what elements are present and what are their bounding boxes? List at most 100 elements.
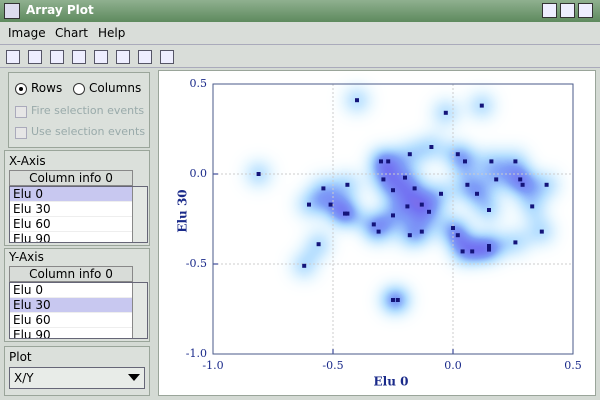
radio-label: Rows	[31, 81, 63, 95]
list-item[interactable]: Elu 30	[10, 298, 147, 313]
plot-frame	[212, 83, 574, 355]
list-item[interactable]: Elu 60	[10, 313, 147, 328]
point	[487, 208, 491, 212]
point	[316, 242, 321, 247]
radio-label: Columns	[89, 81, 142, 95]
list-item[interactable]: Elu 60	[10, 217, 147, 232]
point	[479, 103, 484, 108]
point	[544, 182, 549, 187]
point	[256, 172, 261, 176]
point	[451, 226, 455, 230]
scrollbar[interactable]	[132, 283, 147, 338]
point	[395, 298, 400, 302]
point	[513, 159, 518, 164]
point	[419, 229, 424, 234]
list-header: Column info 0	[9, 266, 133, 282]
tool-button[interactable]	[138, 50, 152, 64]
options-panel: Rows Columns Fire selection events Use s…	[8, 72, 150, 148]
list: Elu 0 Elu 30 Elu 60 Elu 90	[9, 282, 148, 339]
point	[302, 263, 307, 268]
point	[455, 152, 460, 157]
tool-button[interactable]	[72, 50, 86, 64]
point	[355, 98, 359, 103]
point	[343, 211, 347, 216]
point	[487, 247, 491, 252]
point	[460, 249, 465, 254]
point	[429, 145, 434, 149]
combo-value: X/Y	[14, 371, 34, 385]
radio-columns[interactable]	[73, 83, 85, 95]
y-tick-label: -0.5	[186, 257, 207, 270]
list-item[interactable]: Elu 90	[10, 232, 147, 242]
chart: Elu 0 Elu 30 -1.0 -0.5 0.0 0.5 -1.0 -0.5 0.0 0.…	[158, 70, 596, 396]
maximize-button[interactable]	[560, 3, 575, 18]
y-tick-label: -1.0	[186, 347, 207, 360]
point	[470, 249, 475, 254]
point	[376, 229, 381, 234]
point	[381, 177, 386, 182]
y-tick-label: 0.5	[190, 77, 208, 90]
list-item[interactable]: Elu 0	[10, 187, 147, 202]
y-axis-panel: Y-Axis Column info 0 Elu 0 Elu 30 Elu 60…	[4, 248, 150, 342]
close-button[interactable]	[578, 3, 593, 18]
point	[386, 159, 391, 164]
point	[412, 186, 417, 191]
menu-item[interactable]: Help	[98, 26, 126, 40]
point	[463, 159, 467, 164]
point	[530, 204, 535, 209]
menu-item[interactable]: Image	[8, 26, 46, 40]
point	[487, 244, 491, 248]
point	[407, 152, 412, 157]
tool-button[interactable]	[28, 50, 42, 64]
plot-panel: Plot X/Y	[4, 346, 150, 396]
list: Elu 0 Elu 30 Elu 60 Elu 90	[9, 186, 148, 243]
panel-label: Y-Axis	[9, 250, 44, 264]
checkbox[interactable]	[15, 106, 27, 118]
app-icon	[4, 3, 20, 19]
scrollbar[interactable]	[132, 187, 147, 242]
point	[475, 191, 479, 196]
checkbox[interactable]	[15, 127, 27, 139]
tool-button[interactable]	[160, 50, 174, 64]
point	[321, 186, 326, 191]
y-tick-label: 0.0	[190, 167, 208, 180]
plot-type-combo[interactable]: X/Y	[9, 367, 145, 389]
point	[328, 202, 333, 207]
point	[419, 202, 424, 207]
point	[345, 182, 350, 187]
point	[307, 202, 311, 207]
x-tick-label: 0.0	[444, 359, 462, 372]
point	[405, 204, 410, 209]
point	[443, 110, 448, 115]
tool-button[interactable]	[94, 50, 108, 64]
x-axis-title: Elu 0	[374, 375, 409, 389]
point	[345, 211, 350, 216]
list-item[interactable]: Elu 0	[10, 283, 147, 298]
point	[539, 229, 544, 234]
minimize-button[interactable]	[542, 3, 557, 18]
point	[465, 182, 470, 187]
list-header: Column info 0	[9, 170, 133, 186]
point	[439, 191, 443, 196]
y-axis-title: Elu 30	[176, 189, 190, 232]
point	[391, 188, 395, 193]
tool-button[interactable]	[50, 50, 64, 64]
panel-label: X-Axis	[9, 154, 46, 168]
menu-bar: Image Chart Help	[0, 22, 600, 44]
point	[518, 177, 523, 182]
x-tick-label: -1.0	[202, 359, 223, 372]
menu-item[interactable]: Chart	[55, 26, 88, 40]
radio-rows[interactable]	[15, 83, 27, 95]
point	[455, 233, 460, 238]
point	[371, 222, 376, 227]
tool-button[interactable]	[116, 50, 130, 64]
list-item[interactable]: Elu 30	[10, 202, 147, 217]
point	[391, 298, 395, 302]
point	[494, 177, 499, 182]
x-tick-label: 0.5	[564, 359, 582, 372]
x-axis-panel: X-Axis Column info 0 Elu 0 Elu 30 Elu 60…	[4, 150, 150, 246]
list-item[interactable]: Elu 90	[10, 328, 147, 338]
tool-button[interactable]	[6, 50, 20, 64]
checkbox-label: Fire selection events	[31, 104, 145, 117]
point	[407, 233, 412, 238]
